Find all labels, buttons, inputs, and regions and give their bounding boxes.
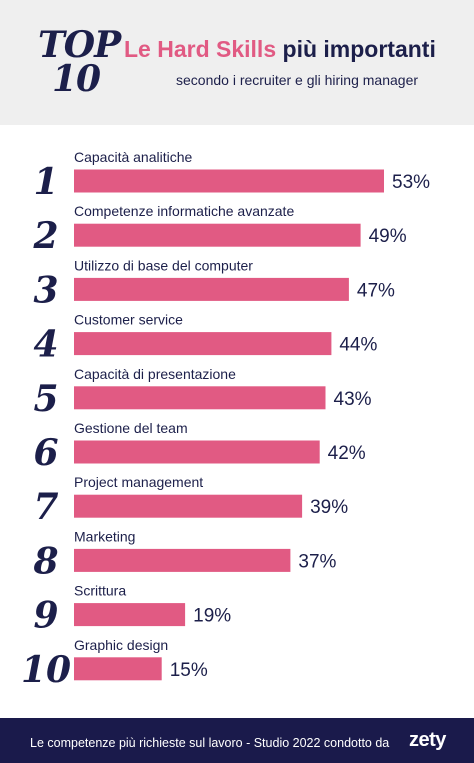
zety-logo: zety [409,729,446,751]
skill-label: Utilizzo di base del computer [74,257,253,273]
footer-bar: Le competenze più richieste sul lavoro -… [0,718,474,763]
rank-number: 5 [33,378,58,420]
skill-bar [74,603,186,627]
value-label: 43% [334,389,372,410]
skill-label: Customer service [74,312,183,328]
skill-bar [74,386,326,410]
skill-label: Capacità analitiche [74,149,193,165]
skill-bar [74,548,291,572]
badge-line-1: TOP [38,24,121,66]
title-accent: Le Hard Skills [124,36,277,62]
value-label: 19% [193,606,231,627]
skill-label: Graphic design [74,637,168,653]
rank-number: 1 [33,161,58,203]
skill-bar [74,223,361,247]
rank-number: 3 [33,269,58,311]
badge-line-2: 10 [52,58,101,100]
skill-bar [74,169,384,193]
value-label: 44% [339,335,377,356]
skill-bar [74,657,162,681]
skill-label: Scrittura [74,583,126,599]
skill-bar [74,277,349,301]
value-label: 49% [369,226,407,247]
rank-number: 9 [33,595,58,637]
page-subtitle: secondo i recruiter e gli hiring manager [176,72,419,88]
rank-number: 6 [33,432,58,474]
rank-number: 4 [33,324,58,366]
skill-label: Capacità di presentazione [74,366,236,382]
page-title: Le Hard Skills più importanti [124,36,464,63]
header-panel: TOP 10 Le Hard Skills più importanti sec… [0,0,474,125]
skill-bar [74,332,332,356]
skill-label: Competenze informatiche avanzate [74,203,294,219]
ranking-bar-chart: 1 Capacità analitiche 53% 2 Competenze infor… [21,149,430,691]
value-label: 47% [357,280,395,301]
rank-number: 2 [32,215,58,257]
skill-label: Marketing [74,528,135,544]
value-label: 42% [328,443,366,464]
title-rest: più importanti [282,36,436,62]
rank-number: 8 [32,540,58,582]
source-text: Le competenze più richieste sul lavoro -… [30,736,390,750]
value-label: 15% [170,660,208,681]
rank-number: 7 [33,486,58,528]
value-label: 53% [392,172,430,193]
value-label: 37% [298,551,336,572]
value-label: 39% [310,497,348,518]
top10-badge: TOP 10 [38,27,121,100]
skill-bar [74,440,320,464]
rank-number: 10 [21,649,71,691]
skill-label: Gestione del team [74,420,188,436]
skill-label: Project management [74,474,203,490]
skill-bar [74,494,303,518]
